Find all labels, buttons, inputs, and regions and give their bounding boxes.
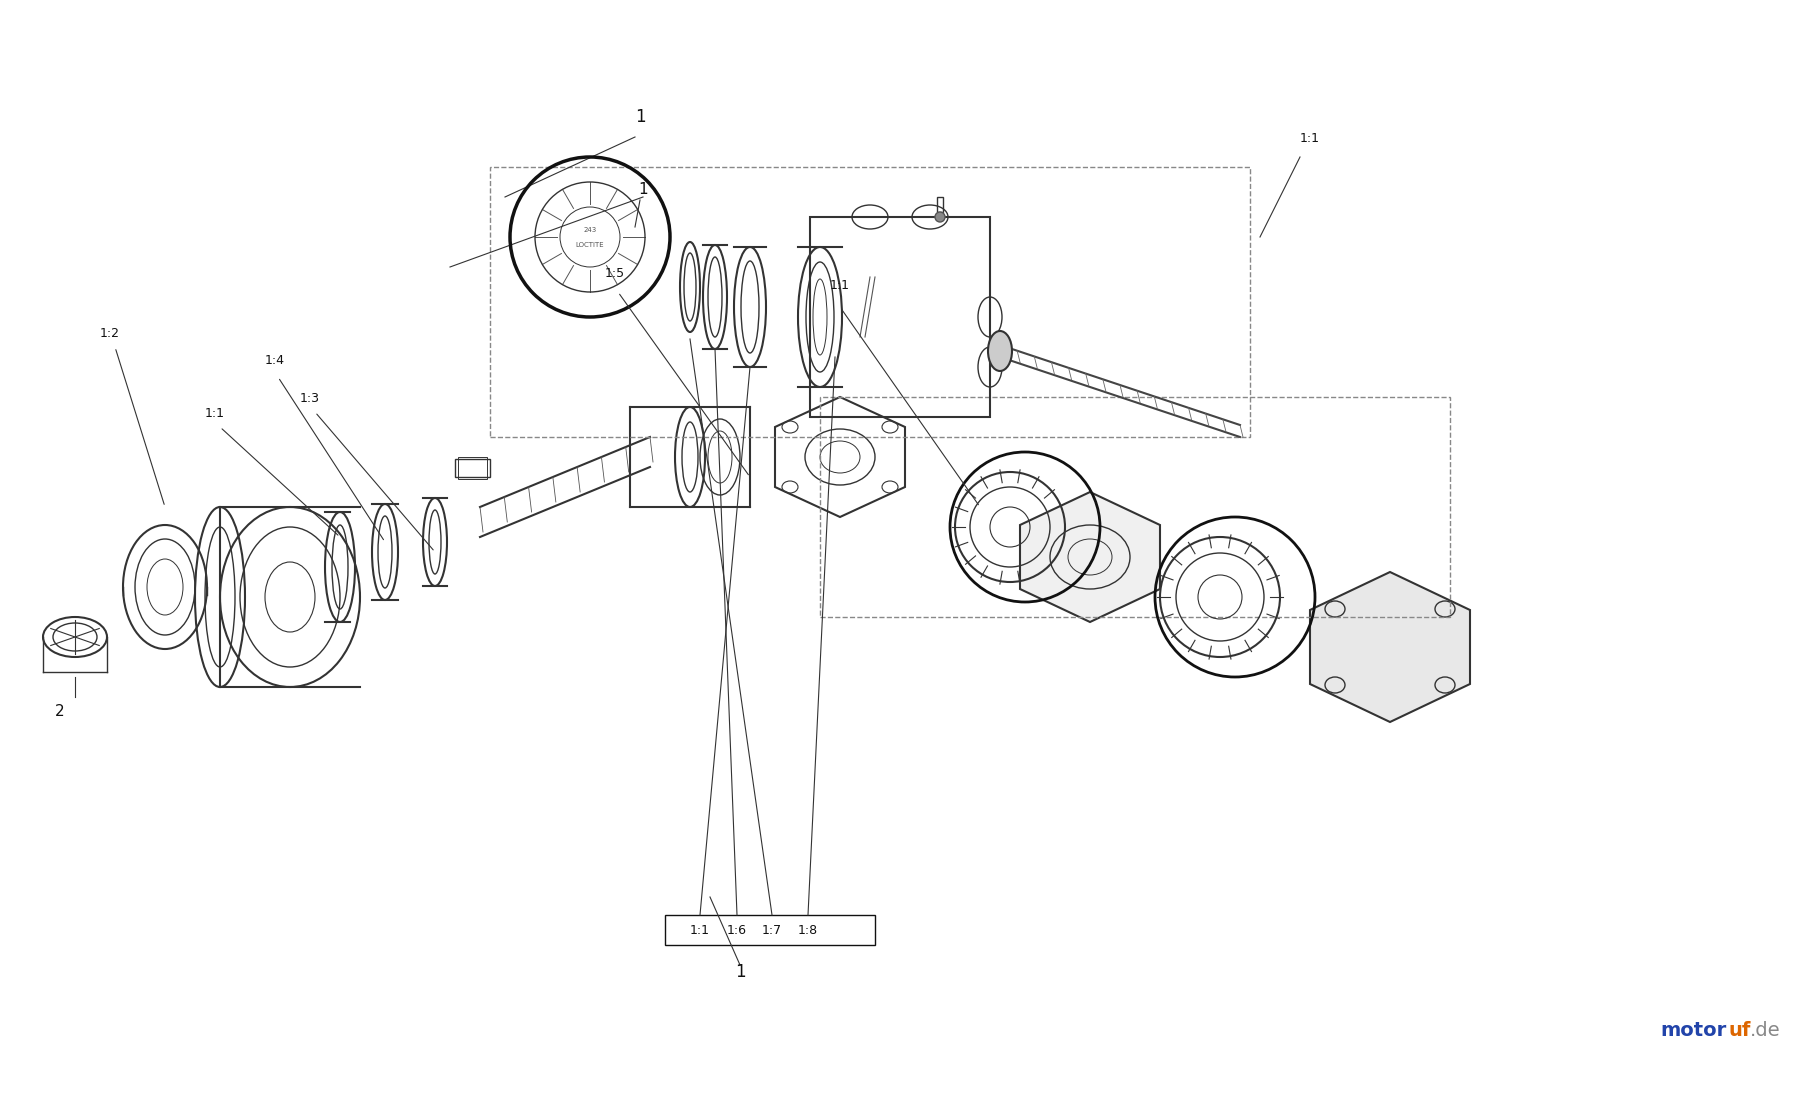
Text: 2: 2 [56, 704, 65, 720]
Text: LOCTITE: LOCTITE [576, 242, 605, 248]
Text: 1:8: 1:8 [797, 924, 817, 937]
Bar [455, 459, 490, 477]
Text: .de: .de [1750, 1020, 1780, 1040]
Polygon shape [1310, 572, 1471, 722]
Text: 1:7: 1:7 [761, 924, 781, 937]
Bar [938, 197, 943, 212]
Text: 1: 1 [639, 182, 648, 197]
Text: 1:1: 1:1 [689, 924, 709, 937]
Text: 1: 1 [734, 963, 745, 981]
Text: 243: 243 [583, 227, 596, 233]
Text: 1: 1 [635, 108, 646, 126]
Text: 1:5: 1:5 [605, 267, 625, 280]
Bar [664, 915, 875, 945]
Ellipse shape [988, 331, 1012, 371]
Bar [490, 167, 1249, 437]
Text: 1:4: 1:4 [265, 354, 284, 367]
Polygon shape [1021, 491, 1159, 622]
Text: 1:2: 1:2 [101, 327, 121, 340]
Bar [821, 397, 1451, 617]
Text: motor: motor [1660, 1020, 1726, 1040]
Text: 1:3: 1:3 [301, 392, 320, 405]
Bar [810, 217, 990, 417]
Polygon shape [776, 397, 905, 517]
Text: 1:1: 1:1 [1300, 132, 1319, 145]
Text: 1:1: 1:1 [205, 407, 225, 420]
Text: 1:6: 1:6 [727, 924, 747, 937]
Circle shape [934, 212, 945, 222]
Text: 1:1: 1:1 [830, 279, 850, 292]
Text: uf: uf [1728, 1020, 1750, 1040]
Bar [457, 457, 488, 479]
